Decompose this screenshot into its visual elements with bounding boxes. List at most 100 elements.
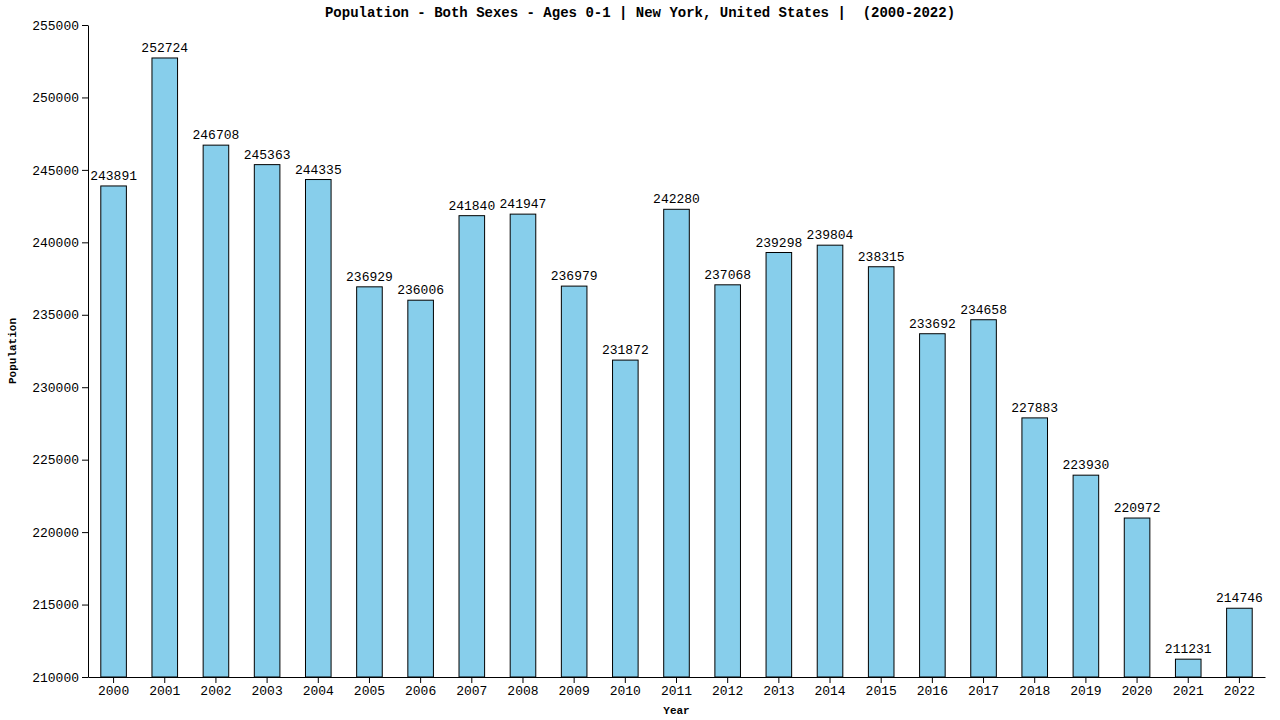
x-tick-mark: [318, 677, 319, 683]
x-tick: 2012: [712, 677, 743, 699]
y-tick-label: 240000: [32, 236, 79, 251]
x-tick-label: 2013: [763, 684, 794, 699]
data-label: 234658: [960, 303, 1007, 318]
y-tick: 240000: [32, 236, 88, 251]
y-tick-label: 235000: [32, 308, 79, 323]
x-tick: 2013: [763, 677, 794, 699]
bar: [766, 253, 792, 677]
x-tick-label: 2008: [507, 684, 538, 699]
x-tick-mark: [676, 677, 677, 683]
y-axis: 2100002150002200002250002300002350002400…: [32, 19, 88, 686]
data-label: 242280: [653, 192, 700, 207]
x-tick-label: 2016: [917, 684, 948, 699]
x-axis: 2000200120022003200420052006200720082009…: [89, 677, 1266, 699]
data-label: 243891: [90, 169, 137, 184]
x-tick: 2009: [559, 677, 590, 699]
x-tick-label: 2015: [866, 684, 897, 699]
bar: [920, 334, 946, 677]
data-label: 252724: [141, 41, 188, 56]
x-tick: 2020: [1121, 677, 1152, 699]
data-label: 236929: [346, 270, 393, 285]
x-tick: 2008: [507, 677, 538, 699]
x-tick-label: 2003: [251, 684, 282, 699]
y-tick-label: 215000: [32, 598, 79, 613]
x-tick-label: 2022: [1224, 684, 1255, 699]
bar: [510, 214, 536, 677]
bars: [101, 58, 1252, 677]
bar: [664, 209, 690, 677]
x-tick: 2007: [456, 677, 487, 699]
bar: [101, 186, 127, 677]
data-labels: 2438912527242467082453632443352369292360…: [90, 41, 1263, 657]
x-tick-mark: [471, 677, 472, 683]
x-tick: 2010: [610, 677, 641, 699]
y-tick-label: 250000: [32, 91, 79, 106]
data-label: 244335: [295, 163, 342, 178]
x-axis-title: Year: [663, 705, 689, 717]
x-tick-label: 2018: [1019, 684, 1050, 699]
data-label: 220972: [1114, 501, 1161, 516]
bar: [1227, 608, 1253, 677]
x-tick-label: 2017: [968, 684, 999, 699]
x-tick-mark: [1137, 677, 1138, 683]
bar: [715, 285, 741, 677]
x-tick: 2014: [814, 677, 845, 699]
x-tick-label: 2019: [1070, 684, 1101, 699]
x-tick-mark: [420, 677, 421, 683]
data-label: 241840: [448, 199, 495, 214]
data-label: 233692: [909, 317, 956, 332]
x-tick-label: 2006: [405, 684, 436, 699]
x-tick-label: 2009: [559, 684, 590, 699]
x-tick-label: 2021: [1173, 684, 1204, 699]
x-tick-label: 2001: [149, 684, 180, 699]
y-tick: 255000: [32, 19, 88, 34]
data-label: 239298: [755, 236, 802, 251]
data-label: 236979: [551, 269, 598, 284]
bar: [1124, 518, 1150, 677]
data-label: 238315: [858, 250, 905, 265]
x-tick: 2002: [200, 677, 231, 699]
x-tick-mark: [215, 677, 216, 683]
x-tick-label: 2011: [661, 684, 692, 699]
data-label: 211231: [1165, 642, 1212, 657]
y-tick-label: 230000: [32, 381, 79, 396]
x-tick-mark: [881, 677, 882, 683]
x-tick: 2003: [251, 677, 282, 699]
y-tick-mark: [82, 315, 88, 316]
y-tick: 220000: [32, 526, 88, 541]
y-tick: 230000: [32, 381, 88, 396]
bar: [561, 286, 587, 677]
y-tick-mark: [82, 97, 88, 98]
x-tick: 2017: [968, 677, 999, 699]
y-tick-mark: [82, 25, 88, 26]
y-tick-label: 220000: [32, 526, 79, 541]
y-axis-line: [88, 26, 89, 678]
x-tick: 2018: [1019, 677, 1050, 699]
x-tick-mark: [522, 677, 523, 683]
x-tick-label: 2020: [1121, 684, 1152, 699]
bar: [971, 320, 997, 677]
bar: [613, 360, 639, 677]
bar: [1073, 475, 1099, 677]
x-tick: 2019: [1070, 677, 1101, 699]
data-label: 231872: [602, 343, 649, 358]
x-tick: 2011: [661, 677, 692, 699]
data-label: 246708: [193, 128, 240, 143]
y-tick-mark: [82, 460, 88, 461]
plot: 2438912527242467082453632443352369292360…: [32, 19, 1265, 700]
data-label: 245363: [244, 148, 291, 163]
y-tick-mark: [82, 170, 88, 171]
x-tick: 2015: [866, 677, 897, 699]
x-tick-label: 2000: [98, 684, 129, 699]
bar: [1022, 418, 1048, 677]
bar: [357, 287, 383, 677]
x-tick: 2004: [303, 677, 334, 699]
y-tick-label: 255000: [32, 19, 79, 34]
x-tick-mark: [267, 677, 268, 683]
y-tick-label: 245000: [32, 164, 79, 179]
title: Population - Both Sexes - Ages 0-1 | New…: [325, 5, 955, 21]
x-tick: 2000: [98, 677, 129, 699]
y-axis-title: Population: [7, 318, 19, 384]
y-tick: 250000: [32, 91, 88, 106]
bar: [817, 245, 843, 677]
